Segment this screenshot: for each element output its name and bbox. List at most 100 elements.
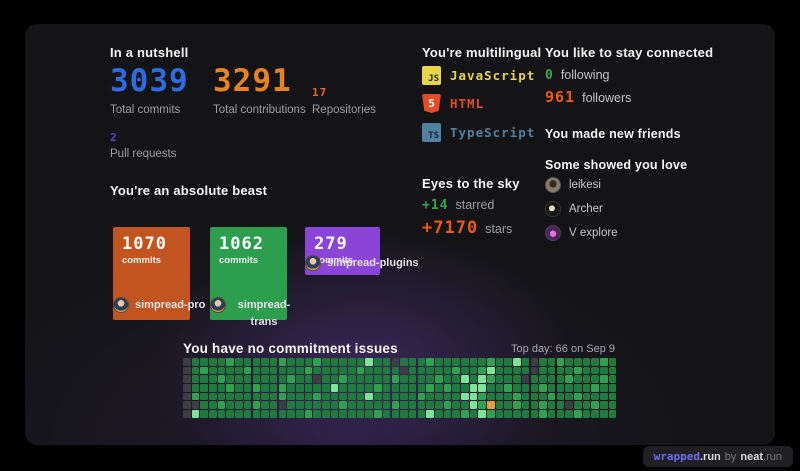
heatmap-cell[interactable] (556, 366, 565, 375)
heatmap-cell[interactable] (269, 384, 278, 392)
heatmap-cell[interactable] (469, 366, 478, 375)
heatmap-cell[interactable] (426, 358, 434, 366)
heatmap-cell[interactable] (565, 401, 573, 410)
heatmap-cell[interactable] (313, 366, 321, 375)
heatmap-cell[interactable] (226, 366, 235, 375)
heatmap-cell[interactable] (539, 392, 547, 401)
repo-link-simpread-trans[interactable]: simpread-trans (210, 297, 296, 330)
heatmap-cell[interactable] (356, 366, 365, 375)
heatmap-cell[interactable] (295, 366, 304, 375)
heatmap-cell[interactable] (374, 384, 382, 392)
heatmap-cell[interactable] (478, 384, 486, 392)
heatmap-cell[interactable] (408, 358, 417, 366)
heatmap-cell[interactable] (382, 401, 391, 410)
heatmap-cell[interactable] (235, 392, 243, 401)
heatmap-cell[interactable] (191, 392, 200, 401)
heatmap-cell[interactable] (495, 384, 504, 392)
heatmap-cell[interactable] (461, 384, 469, 392)
heatmap-cell[interactable] (426, 392, 434, 401)
heatmap-cell[interactable] (322, 358, 330, 366)
heatmap-cell[interactable] (243, 358, 252, 366)
heatmap-cell[interactable] (408, 375, 417, 383)
heatmap-cell[interactable] (200, 384, 208, 392)
heatmap-cell[interactable] (608, 366, 617, 375)
heatmap-cell[interactable] (365, 366, 374, 375)
heatmap-cell[interactable] (443, 401, 452, 410)
heatmap-cell[interactable] (452, 384, 460, 392)
heatmap-cell[interactable] (295, 358, 304, 366)
heatmap-cell[interactable] (547, 384, 556, 392)
heatmap-cell[interactable] (339, 410, 347, 418)
heatmap-cell[interactable] (322, 410, 330, 418)
heatmap-cell[interactable] (287, 401, 295, 410)
heatmap-cell[interactable] (217, 392, 226, 401)
heatmap-cell[interactable] (573, 401, 582, 410)
heatmap-cell[interactable] (330, 392, 339, 401)
heatmap-cell[interactable] (200, 375, 208, 383)
heatmap-cell[interactable] (330, 366, 339, 375)
heatmap-cell[interactable] (452, 358, 460, 366)
heatmap-cell[interactable] (313, 392, 321, 401)
heatmap-cell[interactable] (408, 392, 417, 401)
heatmap-cell[interactable] (513, 384, 521, 392)
heatmap-cell[interactable] (487, 410, 495, 418)
heatmap-cell[interactable] (504, 401, 513, 410)
heatmap-cell[interactable] (183, 410, 191, 418)
heatmap-cell[interactable] (513, 375, 521, 383)
heatmap-cell[interactable] (365, 375, 374, 383)
heatmap-cell[interactable] (495, 375, 504, 383)
heatmap-cell[interactable] (382, 358, 391, 366)
heatmap-cell[interactable] (348, 358, 356, 366)
heatmap-cell[interactable] (226, 358, 235, 366)
heatmap-cell[interactable] (521, 410, 530, 418)
heatmap-cell[interactable] (243, 384, 252, 392)
heatmap-cell[interactable] (530, 384, 539, 392)
heatmap-cell[interactable] (573, 366, 582, 375)
heatmap-cell[interactable] (608, 384, 617, 392)
heatmap-cell[interactable] (356, 392, 365, 401)
heatmap-cell[interactable] (408, 366, 417, 375)
heatmap-cell[interactable] (295, 401, 304, 410)
heatmap-cell[interactable] (400, 375, 408, 383)
heatmap-cell[interactable] (487, 358, 495, 366)
heatmap-cell[interactable] (469, 410, 478, 418)
heatmap-cell[interactable] (400, 358, 408, 366)
heatmap-cell[interactable] (339, 392, 347, 401)
heatmap-cell[interactable] (400, 384, 408, 392)
heatmap-cell[interactable] (313, 384, 321, 392)
heatmap-cell[interactable] (191, 410, 200, 418)
heatmap-cell[interactable] (209, 375, 217, 383)
heatmap-cell[interactable] (295, 375, 304, 383)
heatmap-cell[interactable] (434, 375, 443, 383)
heatmap-cell[interactable] (556, 375, 565, 383)
heatmap-cell[interactable] (434, 392, 443, 401)
heatmap-cell[interactable] (452, 392, 460, 401)
heatmap-cell[interactable] (573, 358, 582, 366)
heatmap-cell[interactable] (374, 410, 382, 418)
heatmap-cell[interactable] (504, 410, 513, 418)
heatmap-cell[interactable] (304, 358, 313, 366)
heatmap-cell[interactable] (269, 410, 278, 418)
heatmap-cell[interactable] (513, 366, 521, 375)
heatmap-cell[interactable] (348, 410, 356, 418)
heatmap-cell[interactable] (539, 410, 547, 418)
heatmap-cell[interactable] (313, 410, 321, 418)
heatmap-cell[interactable] (339, 384, 347, 392)
heatmap-cell[interactable] (235, 366, 243, 375)
heatmap-cell[interactable] (217, 401, 226, 410)
heatmap-cell[interactable] (443, 358, 452, 366)
heatmap-cell[interactable] (539, 358, 547, 366)
heatmap-cell[interactable] (235, 410, 243, 418)
heatmap-cell[interactable] (600, 366, 608, 375)
heatmap-cell[interactable] (434, 358, 443, 366)
heatmap-cell[interactable] (261, 375, 269, 383)
heatmap-cell[interactable] (591, 410, 599, 418)
heatmap-cell[interactable] (443, 410, 452, 418)
heatmap-cell[interactable] (556, 358, 565, 366)
heatmap-cell[interactable] (582, 384, 591, 392)
heatmap-cell[interactable] (252, 392, 261, 401)
heatmap-cell[interactable] (287, 410, 295, 418)
heatmap-cell[interactable] (417, 401, 426, 410)
heatmap-cell[interactable] (469, 358, 478, 366)
heatmap-cell[interactable] (573, 375, 582, 383)
